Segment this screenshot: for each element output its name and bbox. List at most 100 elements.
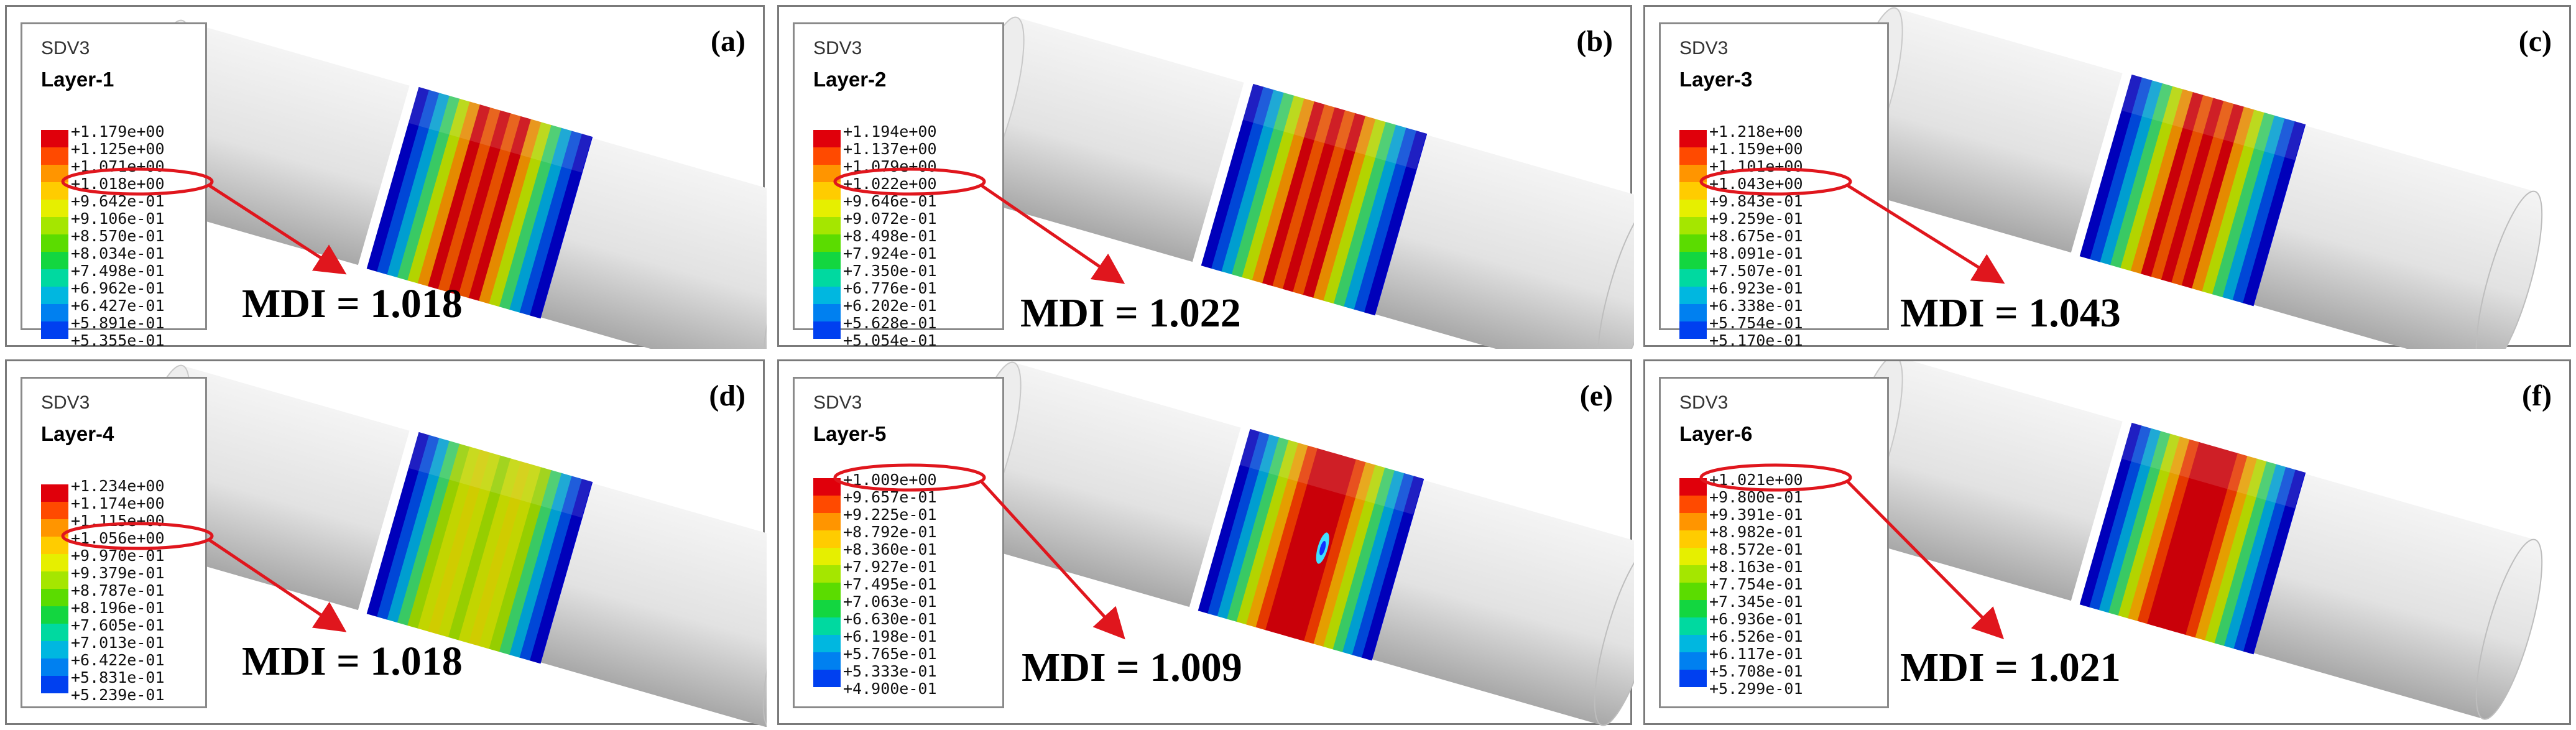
- legend-tick-label: +7.013e-01: [71, 634, 165, 652]
- panel-label: (b): [1576, 25, 1613, 58]
- legend-tick-label: +6.630e-01: [843, 610, 937, 628]
- legend-tick-label: +7.498e-01: [71, 262, 165, 280]
- color-scale-swatch: [41, 571, 68, 589]
- legend-tick-label: +5.891e-01: [71, 314, 165, 332]
- legend-tick-label: +8.570e-01: [71, 227, 165, 245]
- legend-tick-label: +5.239e-01: [71, 686, 165, 704]
- legend-title: SDV3: [41, 38, 90, 58]
- legend-tick-label: +1.043e+00: [1709, 175, 1803, 193]
- color-scale-swatch: [813, 513, 841, 530]
- layer-label: Layer-1: [41, 68, 114, 91]
- legend-title: SDV3: [813, 38, 862, 58]
- panel-e: SDV3 Layer-5 +1.009e+00 +9.657e-01 +9.225e-0…: [777, 359, 1634, 726]
- legend-tick-label: +5.054e-01: [843, 331, 937, 349]
- color-scale-swatch: [813, 200, 841, 217]
- legend-title: SDV3: [1679, 392, 1729, 413]
- color-scale-swatch: [1679, 147, 1707, 165]
- annotation-overlay: [833, 167, 1125, 284]
- mdi-value: MDI = 1.018: [242, 281, 463, 326]
- legend-tick-label: +8.982e-01: [1709, 523, 1803, 541]
- legend: SDV3 Layer-4 +1.234e+00 +1.174e+00 +1.115e+0…: [21, 377, 207, 708]
- color-scale-swatch: [1679, 287, 1707, 304]
- color-scale-swatch: [813, 548, 841, 565]
- color-scale-swatch: [1679, 496, 1707, 513]
- legend-tick-label: +5.333e-01: [843, 662, 937, 680]
- color-scale-swatch: [41, 484, 68, 502]
- color-scale-swatch: [1679, 583, 1707, 600]
- annotation-overlay: [1699, 167, 2005, 284]
- legend-tick-label: +6.198e-01: [843, 627, 937, 645]
- legend-tick-label: +7.924e-01: [843, 244, 937, 262]
- color-scale-swatch: [1679, 200, 1707, 217]
- color-scale-swatch: [813, 304, 841, 321]
- legend-tick-label: +1.194e+00: [843, 122, 937, 141]
- legend-tick-label: +5.170e-01: [1709, 331, 1803, 349]
- legend-tick-label: +6.338e-01: [1709, 297, 1803, 315]
- arrow: [980, 480, 1125, 640]
- color-scale-swatch: [41, 269, 68, 287]
- cylinder-contour-plot: [1836, 361, 2543, 720]
- legend-tick-label: +1.018e+00: [71, 175, 165, 193]
- panel-label: (c): [2518, 25, 2552, 58]
- legend: SDV3 Layer-3 +1.218e+00 +1.159e+00 +1.101e+0…: [1659, 22, 1889, 348]
- legend-tick-label: +8.498e-01: [843, 227, 937, 245]
- color-scale-swatch: [813, 600, 841, 617]
- layer-label: Layer-6: [1679, 422, 1753, 445]
- color-scale-swatch: [41, 287, 68, 304]
- layer-label: Layer-4: [41, 422, 114, 445]
- layer-label: Layer-3: [1679, 68, 1753, 91]
- legend-tick-label: +8.034e-01: [71, 244, 165, 262]
- cylinder-contour-plot: [954, 361, 1634, 726]
- legend-tick-label: +7.605e-01: [71, 616, 165, 634]
- legend-tick-label: +9.225e-01: [843, 506, 937, 524]
- color-scale-swatch: [41, 502, 68, 519]
- color-scale-swatch: [813, 670, 841, 687]
- color-scale-swatch: [1679, 304, 1707, 321]
- color-scale-swatch: [41, 641, 68, 658]
- color-scale-swatch: [41, 130, 68, 147]
- legend-tick-label: +5.765e-01: [843, 645, 937, 663]
- color-scale-bar: [1679, 478, 1707, 687]
- panel-d: SDV3 Layer-4 +1.234e+00 +1.174e+00 +1.115e+0…: [5, 359, 767, 727]
- annotation-overlay: [833, 463, 1125, 640]
- color-scale-swatch: [1679, 635, 1707, 652]
- color-scale-swatch: [1679, 217, 1707, 234]
- legend-tick-label: +7.063e-01: [843, 593, 937, 611]
- legend-tick-label: +7.345e-01: [1709, 593, 1803, 611]
- color-scale-swatch: [41, 321, 68, 339]
- color-scale-bar: [41, 484, 68, 693]
- legend-tick-label: +1.021e+00: [1709, 471, 1803, 489]
- color-scale-swatch: [41, 217, 68, 234]
- color-scale-swatch: [813, 217, 841, 234]
- layer-label: Layer-2: [813, 68, 887, 91]
- right-cylinder: [1365, 132, 1634, 349]
- legend-tick-label: +6.427e-01: [71, 297, 165, 315]
- color-scale-swatch: [813, 321, 841, 339]
- color-scale-swatch: [41, 200, 68, 217]
- legend: SDV3 Layer-2 +1.194e+00 +1.137e+00 +1.079e+0…: [793, 22, 1004, 348]
- highlight-ellipse: [1699, 463, 1852, 492]
- legend-tick-label: +6.526e-01: [1709, 627, 1803, 645]
- color-scale-swatch: [1679, 130, 1707, 147]
- legend-tick-label: +9.072e-01: [843, 210, 937, 228]
- panel-f: SDV3 Layer-6 +1.021e+00 +9.800e-01 +9.391e-0…: [1643, 359, 2571, 725]
- contour-band: [1198, 428, 1424, 661]
- contour-band: [2079, 422, 2306, 655]
- mdi-value: MDI = 1.043: [1900, 290, 2121, 336]
- legend-tick-label: +5.299e-01: [1709, 680, 1803, 698]
- color-scale-swatch: [41, 676, 68, 693]
- right-cylinder: [531, 480, 767, 727]
- contour-band: [366, 86, 593, 319]
- legend-tick-label: +7.495e-01: [843, 575, 937, 593]
- arrow: [1846, 183, 2005, 284]
- legend-tick-label: +8.196e-01: [71, 599, 165, 617]
- legend-tick-label: +9.646e-01: [843, 192, 937, 210]
- color-scale-swatch: [1679, 652, 1707, 670]
- mdi-value: MDI = 1.022: [1020, 290, 1241, 336]
- arrow: [980, 183, 1125, 284]
- color-scale-swatch: [813, 530, 841, 548]
- legend-tick-label: +9.391e-01: [1709, 506, 1803, 524]
- right-cylinder: [2244, 122, 2543, 349]
- legend-title: SDV3: [1679, 38, 1729, 58]
- panel-label: (e): [1579, 379, 1613, 412]
